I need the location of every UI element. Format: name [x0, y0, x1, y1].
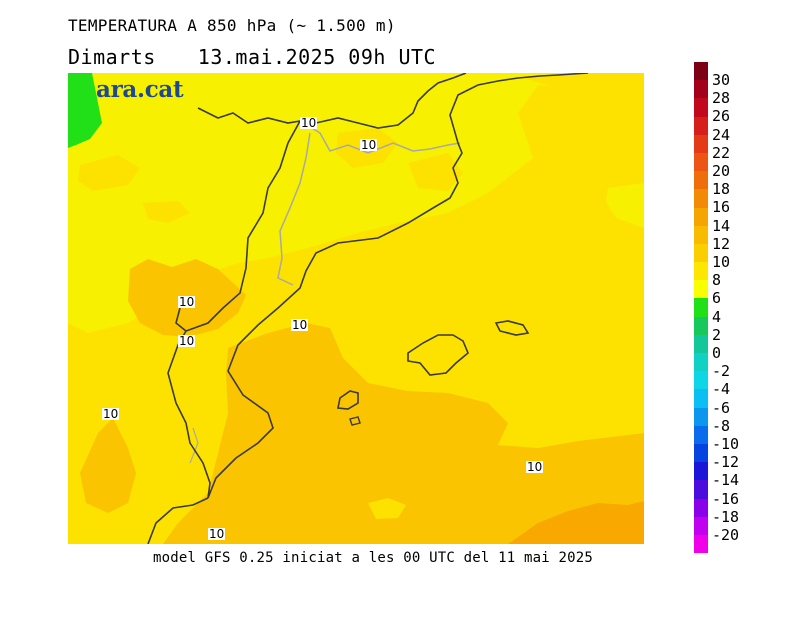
color-scale-swatch — [694, 262, 708, 281]
color-scale-swatch — [694, 389, 708, 408]
color-scale-swatch — [694, 171, 708, 190]
color-scale-label: -18 — [712, 507, 740, 526]
color-scale-label: 4 — [712, 307, 722, 326]
color-scale-swatch — [694, 462, 708, 481]
color-scale-label: 14 — [712, 216, 731, 235]
coastline-catalonia — [207, 142, 463, 499]
color-scale-label: -14 — [712, 471, 740, 490]
temperature-map — [68, 73, 644, 544]
forecast-time: 13.mai.2025 09h UTC — [197, 45, 437, 69]
color-scale-label: -16 — [712, 489, 740, 508]
contour-label: 10 — [208, 527, 226, 541]
field-12-14-southeast — [508, 501, 644, 544]
color-scale-label: 10 — [712, 253, 731, 271]
color-scale-swatch — [694, 152, 708, 172]
color-scale-swatch — [694, 134, 708, 153]
contour-label: 10 — [102, 407, 120, 421]
island-menorca — [494, 320, 530, 336]
spain-portugal-border-fragment — [189, 427, 199, 464]
color-scale-label: -20 — [712, 526, 740, 544]
color-scale-label: 12 — [712, 234, 731, 253]
color-scale-swatch — [694, 407, 708, 426]
aragon-west-outline — [167, 120, 301, 499]
color-scale-swatch — [694, 371, 708, 390]
color-scale-label: -2 — [712, 362, 731, 381]
portugal-spain-border — [175, 307, 187, 332]
forecast-day: Dimarts — [68, 45, 156, 69]
color-scale-label: 2 — [712, 325, 722, 344]
color-scale-swatch — [694, 189, 708, 208]
color-scale-label: 30 — [712, 71, 731, 89]
contour-label: 10 — [291, 318, 309, 332]
color-scale-label: -10 — [712, 435, 740, 453]
color-scale-swatch — [694, 116, 708, 135]
ara-cat-logo: ara.cat — [96, 76, 184, 103]
color-scale-swatch — [694, 62, 708, 81]
temperature-field — [68, 73, 644, 544]
contour-label: 10 — [300, 116, 318, 130]
field-4-6-northwest — [68, 73, 102, 148]
island-formentera — [349, 416, 361, 426]
island-mallorca — [407, 334, 469, 376]
color-scale-label: 20 — [712, 162, 731, 180]
color-scale-label: 16 — [712, 198, 731, 217]
field-8-10-ne — [523, 73, 644, 113]
coastline-north-2 — [299, 73, 467, 129]
color-scale-label: 28 — [712, 89, 731, 108]
contour-label: 10 — [178, 295, 196, 309]
color-scale-label: 26 — [712, 107, 731, 126]
color-scale-swatch — [694, 316, 708, 335]
color-scale-bar — [694, 62, 708, 554]
color-scale-label: 8 — [712, 271, 722, 290]
france-spain-border — [303, 122, 461, 154]
field-gold-patch-4 — [408, 153, 463, 191]
color-scale-swatch — [694, 516, 708, 535]
color-scale-label: -12 — [712, 453, 740, 472]
contour-label: 10 — [526, 460, 544, 474]
color-scale-swatch — [694, 80, 708, 99]
color-scale-label: -4 — [712, 380, 731, 399]
color-scale-label: -6 — [712, 398, 731, 417]
color-scale-swatch — [694, 207, 708, 226]
color-scale-swatch — [694, 480, 708, 499]
aragon-catalonia-border — [277, 132, 311, 286]
color-scale-label: 24 — [712, 125, 731, 144]
color-scale-swatch — [694, 280, 708, 299]
island-ibiza — [337, 390, 359, 410]
contour-label: 10 — [178, 334, 196, 348]
coastline-north — [449, 73, 589, 144]
color-scale-label: -8 — [712, 416, 731, 435]
color-scale-label: 0 — [712, 344, 722, 362]
field-10-12-southwest — [80, 418, 136, 513]
field-6-8-east — [606, 183, 644, 228]
color-scale-swatch — [694, 534, 708, 554]
model-run-footer: model GFS 0.25 iniciat a les 00 UTC del … — [153, 550, 594, 566]
contour-label: 10 — [360, 138, 378, 152]
color-scale-swatch — [694, 98, 708, 117]
field-gold-patch-5 — [368, 498, 406, 519]
map-title: TEMPERATURA A 850 hPa (~ 1.500 m) — [68, 16, 396, 35]
color-scale-label: 6 — [712, 289, 722, 308]
forecast-datetime: Dimarts 13.mai.2025 09h UTC — [68, 45, 436, 69]
color-scale-swatch — [694, 443, 708, 463]
color-scale-swatch — [694, 243, 708, 263]
color-scale-label: 18 — [712, 180, 731, 199]
field-gold-patch-2 — [143, 201, 190, 223]
color-scale-label: 22 — [712, 143, 731, 162]
color-scale-swatch — [694, 334, 708, 353]
color-scale-swatch — [694, 353, 708, 372]
color-scale-swatch — [694, 425, 708, 444]
field-gold-patch-1 — [78, 155, 140, 191]
french-coast-pyrenees — [197, 107, 301, 124]
color-scale-swatch — [694, 298, 708, 317]
field-10-12-south — [163, 323, 644, 544]
color-scale-swatch — [694, 498, 708, 517]
coastline-south — [147, 497, 209, 544]
color-scale-swatch — [694, 225, 708, 244]
